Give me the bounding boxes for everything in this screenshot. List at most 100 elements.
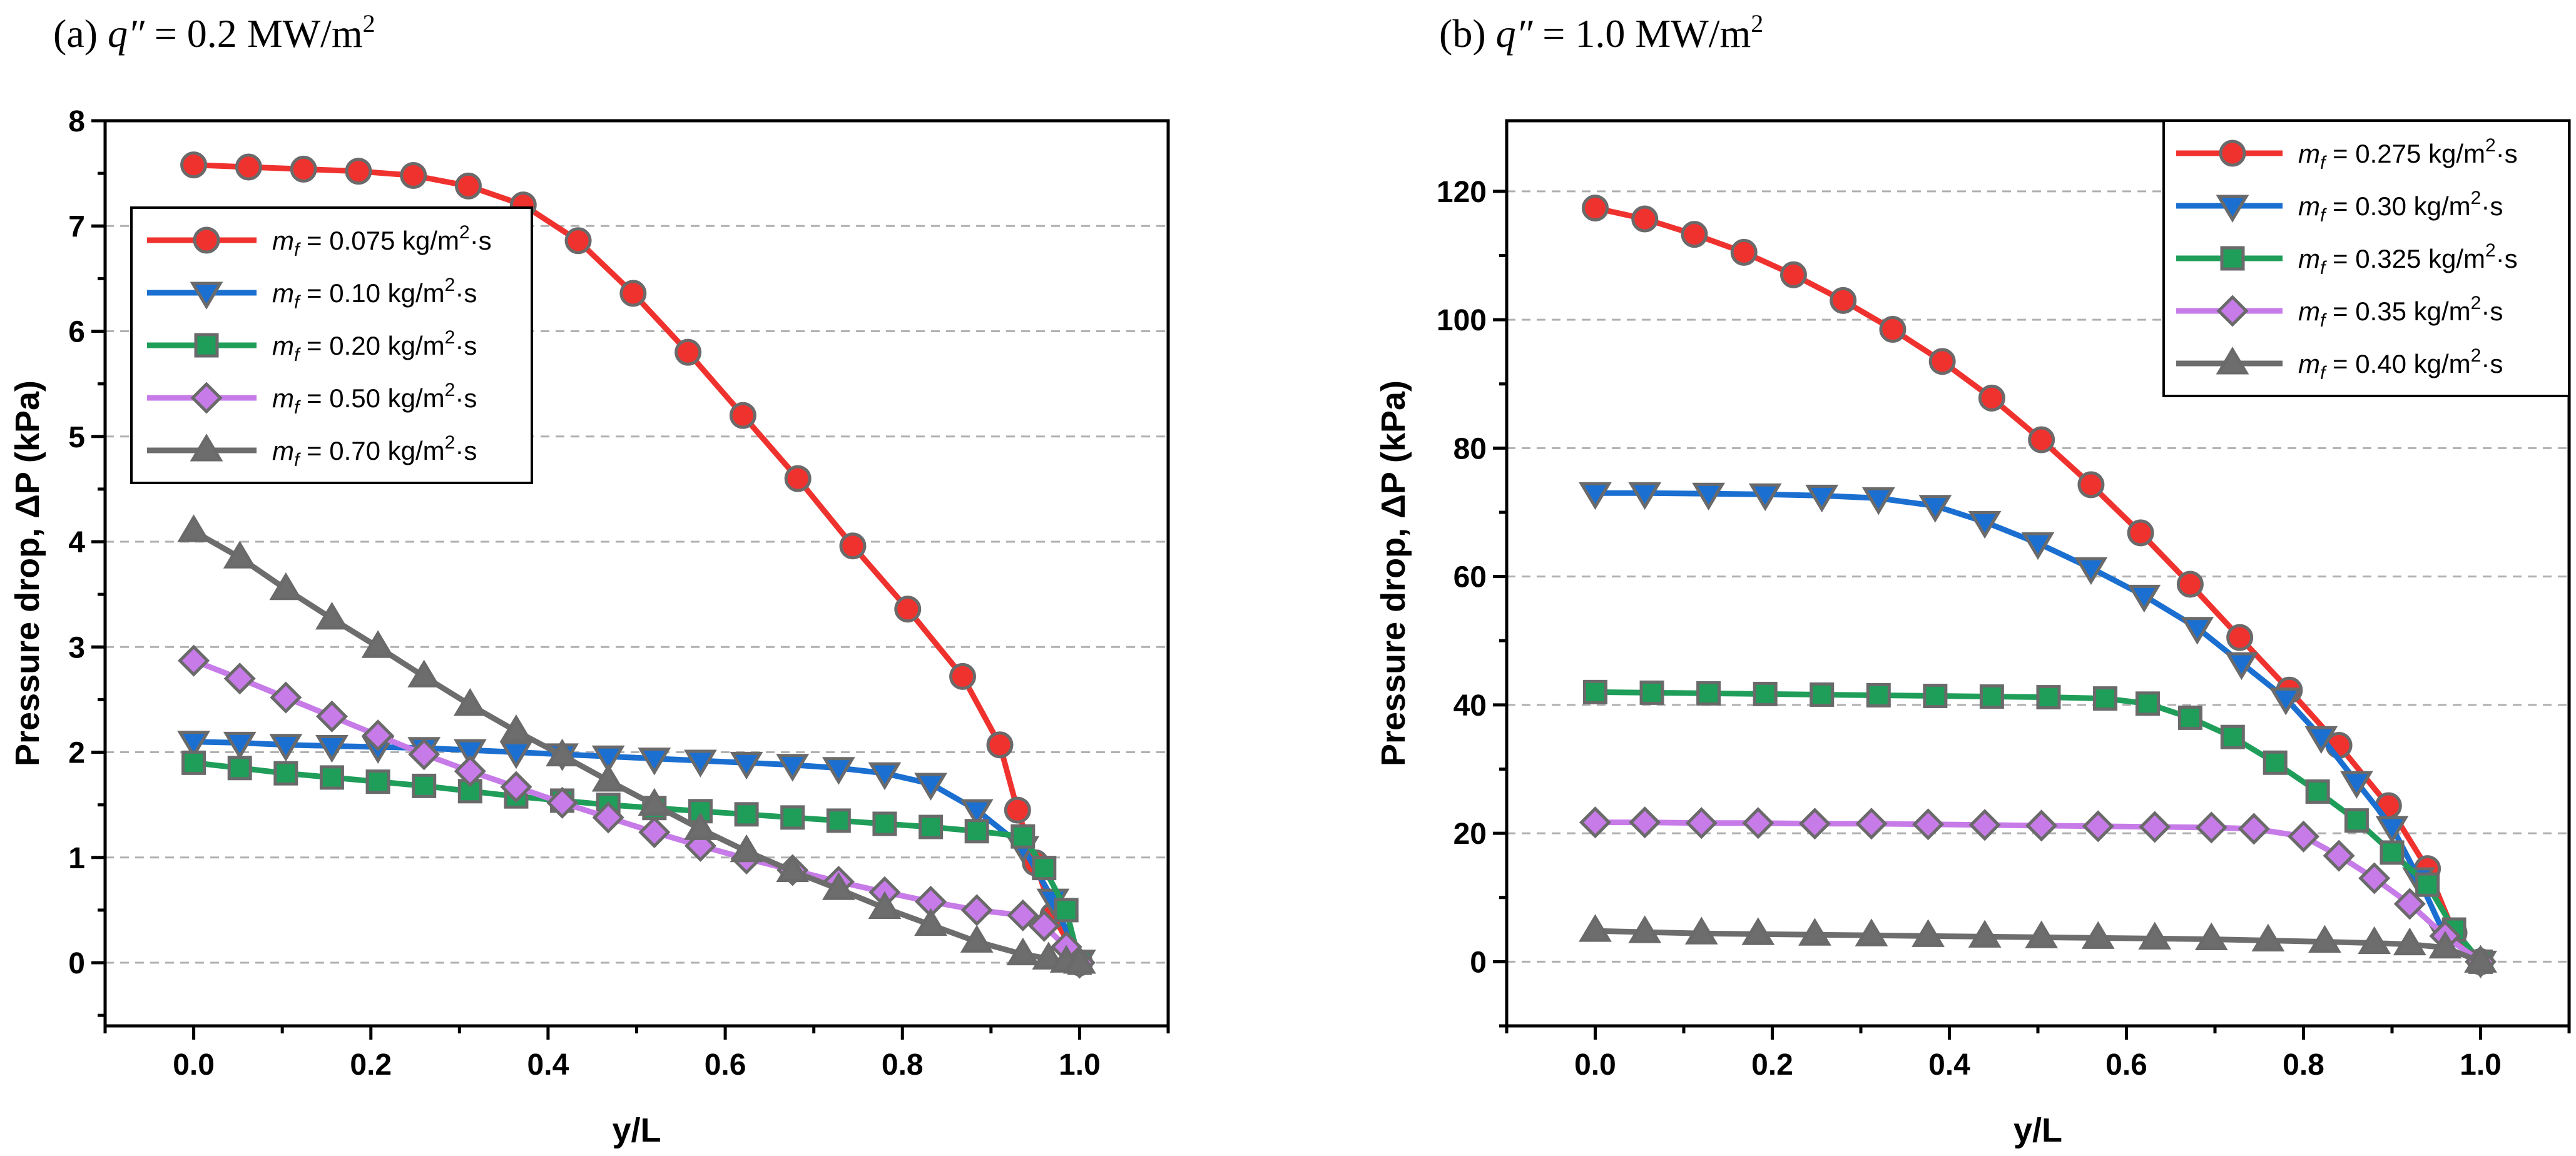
series-line (1592, 490, 2483, 965)
data-point (591, 764, 625, 792)
data-point (2135, 691, 2160, 716)
y-tick-label: 40 (1453, 689, 1487, 722)
data-point (408, 738, 440, 771)
legend-var: m (2298, 297, 2320, 326)
panel-label: (a) (53, 11, 108, 56)
legend-superscript: 2 (2471, 345, 2482, 366)
data-point (500, 771, 532, 803)
data-point (914, 908, 947, 936)
data-point (1968, 920, 2002, 948)
data-point (235, 153, 262, 181)
legend-var: m (272, 278, 294, 308)
series-2 (177, 731, 1096, 978)
y-tick-label: 4 (68, 526, 85, 559)
panel-a-y-axis-label: Pressure drop, ΔP (kPa) (9, 380, 46, 766)
data-point (2358, 926, 2391, 955)
legend-unit: ·s (455, 278, 477, 308)
data-point (1579, 482, 1612, 510)
data-point (1032, 941, 1066, 970)
legend-label: mf = 0.275 kg/m2·s (2298, 135, 2518, 173)
legend-marker (2216, 195, 2249, 223)
data-point (2428, 930, 2462, 959)
data-point (454, 172, 482, 200)
data-point (2393, 888, 2426, 920)
data-point (1830, 286, 1857, 314)
legend-unit: ·s (470, 226, 492, 255)
data-point (345, 158, 372, 185)
data-point (684, 749, 717, 778)
y-tick-label: 7 (68, 210, 85, 243)
y-tick-label: 5 (68, 421, 85, 454)
legend-superscript: 2 (445, 327, 456, 348)
data-point (223, 731, 257, 760)
data-point (2375, 816, 2409, 844)
data-point (1063, 946, 1096, 974)
data-point (2028, 426, 2055, 454)
data-point (2177, 705, 2202, 730)
data-point (2287, 820, 2320, 853)
legend-subscript: f (294, 345, 301, 365)
series-2 (1579, 482, 2497, 979)
legend-value: = 0.40 kg/m (2325, 349, 2470, 378)
data-point (638, 788, 671, 816)
data-point (412, 773, 437, 798)
data-point (822, 872, 855, 900)
data-point (1032, 856, 1057, 881)
data-point (1798, 808, 1831, 840)
y-tick-label: 3 (68, 631, 85, 664)
data-point (1684, 916, 1718, 945)
data-point (453, 739, 487, 768)
data-point (2139, 811, 2171, 843)
data-point (1582, 195, 1609, 222)
legend-subscript: f (2320, 258, 2327, 278)
panel-b-title: (b) q″ = 1.0 MW/m2 (1439, 9, 1763, 56)
panel-b-y-axis-label: Pressure drop, ΔP (kPa) (1375, 380, 1412, 766)
legend-value: = 0.075 kg/m (299, 226, 459, 255)
data-point (2025, 920, 2059, 948)
panel-label: (b) (1439, 11, 1496, 56)
x-tick-label: 0.8 (882, 1048, 924, 1082)
data-point (1923, 684, 1948, 709)
legend-item: mf = 0.70 kg/m2·s (147, 432, 477, 470)
data-point (2269, 687, 2303, 716)
data-point (2181, 617, 2214, 645)
data-point (223, 662, 256, 695)
data-point (2226, 624, 2254, 651)
data-point (2263, 750, 2288, 775)
title-superscript: 2 (363, 9, 375, 38)
data-point (2380, 840, 2405, 865)
legend-subscript: f (294, 292, 301, 313)
data-point (2036, 685, 2061, 710)
legend-value: = 0.30 kg/m (2325, 191, 2470, 221)
legend-marker (2216, 295, 2249, 327)
legend-label: mf = 0.075 kg/m2·s (272, 222, 492, 260)
data-point (960, 894, 993, 926)
data-point (2464, 945, 2497, 973)
data-point (592, 801, 624, 834)
data-point (499, 714, 533, 743)
panel-a-x-axis-label: y/L (612, 1112, 661, 1149)
data-point (2093, 686, 2118, 711)
title-text: = 1.0 MW/m (1532, 11, 1751, 56)
legend-unit: ·s (455, 436, 477, 465)
data-point (1028, 910, 1061, 942)
data-point (839, 532, 867, 560)
legend-label: mf = 0.70 kg/m2·s (272, 432, 477, 470)
series-5 (1579, 914, 2497, 973)
title-variable: q″ (108, 11, 145, 56)
data-point (2220, 724, 2245, 749)
legend-value: = 0.20 kg/m (299, 331, 444, 360)
data-point (914, 773, 947, 801)
y-tick-label: 0 (68, 947, 85, 980)
data-point (180, 151, 208, 179)
data-point (822, 757, 855, 785)
x-tick-label: 0.0 (1574, 1048, 1616, 1082)
data-point (1629, 806, 1661, 839)
data-point (319, 765, 344, 790)
data-point (361, 630, 395, 658)
data-point (407, 659, 441, 687)
data-point (2393, 927, 2426, 956)
series-line (191, 759, 1082, 966)
legend-value: = 0.275 kg/m (2325, 139, 2485, 168)
data-point (2127, 519, 2154, 547)
